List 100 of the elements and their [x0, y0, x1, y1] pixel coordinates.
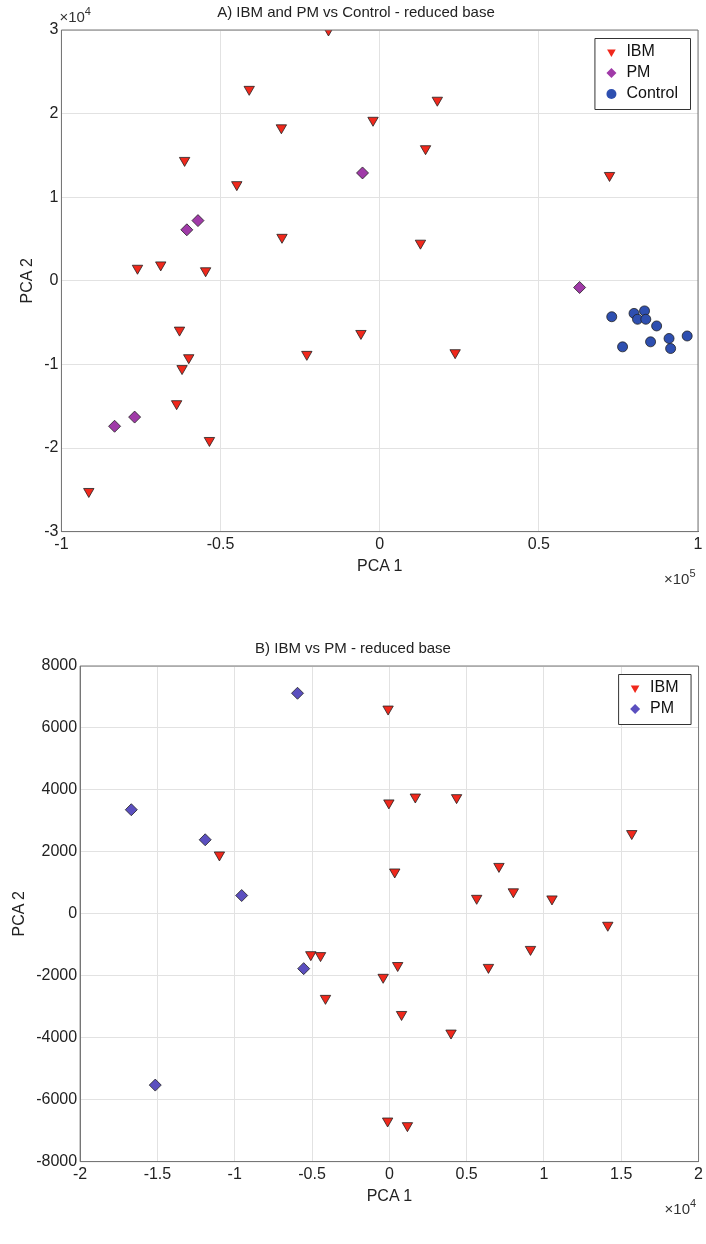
point	[83, 488, 95, 498]
y-tick-label: 3	[49, 20, 59, 38]
y-tick-label: 1	[49, 187, 59, 205]
legend-label: IBM	[650, 678, 679, 696]
y-tick-label: 0	[68, 904, 78, 922]
point	[431, 96, 443, 107]
chart-title: A) IBM and PM vs Control - reduced base	[217, 3, 495, 21]
point	[301, 350, 313, 361]
point	[155, 261, 167, 272]
point	[414, 239, 427, 250]
y-tick-label: -3	[44, 522, 59, 540]
point	[314, 952, 327, 963]
point	[131, 264, 144, 275]
x-axis-title: PCA 1	[366, 1186, 413, 1204]
point	[176, 365, 188, 375]
point	[243, 85, 255, 96]
legend-label: PM	[650, 699, 675, 717]
point	[231, 181, 243, 192]
y-tick-label: -2000	[36, 966, 78, 984]
point	[640, 313, 652, 325]
chart-title: B) IBM vs PM - reduced base	[255, 639, 451, 657]
x-tick-label: -1	[227, 1164, 242, 1182]
point	[602, 921, 614, 932]
y-tick-label: -2	[44, 438, 59, 456]
point	[305, 951, 317, 962]
point	[663, 333, 675, 344]
y-tick-label: 8000	[41, 656, 78, 674]
point	[276, 233, 288, 244]
legend-label: PM	[626, 63, 651, 81]
point	[191, 214, 205, 228]
point	[355, 330, 367, 340]
point	[367, 116, 379, 127]
point	[665, 343, 677, 354]
point	[297, 962, 311, 976]
y-tick-label: 6000	[41, 718, 78, 736]
point	[681, 330, 693, 342]
point	[275, 124, 287, 135]
y-tick-label: -1	[44, 354, 59, 372]
point	[445, 1029, 457, 1040]
point	[179, 157, 191, 167]
point	[524, 946, 537, 956]
point	[419, 145, 432, 156]
point	[651, 320, 663, 332]
point	[183, 354, 195, 365]
point	[471, 894, 483, 905]
y-tick-label: -4000	[36, 1028, 78, 1046]
point	[124, 803, 138, 817]
point	[383, 799, 395, 810]
y-tick-label: 4000	[41, 780, 78, 798]
y-tick-label: -8000	[36, 1152, 78, 1170]
point	[450, 794, 463, 805]
point	[603, 172, 616, 182]
point	[319, 994, 332, 1005]
point	[108, 419, 121, 433]
point	[356, 166, 369, 180]
x-tick-label: 1.5	[610, 1164, 633, 1182]
point	[392, 962, 404, 972]
point	[573, 281, 586, 294]
y-tick-label: 2000	[41, 842, 78, 860]
point	[401, 1122, 414, 1133]
point	[291, 686, 304, 700]
y-tick-label: 2	[49, 104, 59, 122]
y-axis-title: PCA 2	[18, 258, 36, 304]
x-tick-label: 0	[375, 534, 385, 552]
point	[507, 888, 519, 899]
point	[382, 705, 394, 716]
point	[235, 889, 249, 902]
point	[409, 793, 421, 804]
point	[200, 267, 212, 278]
point	[626, 830, 638, 840]
point	[128, 410, 142, 424]
x-tick-label: 2	[694, 1164, 704, 1182]
point	[171, 400, 183, 411]
legend-label: Control	[626, 84, 678, 102]
x-axis-title: PCA 1	[357, 556, 403, 574]
x-tick-label: 1	[539, 1164, 549, 1182]
point	[606, 311, 618, 323]
point	[377, 973, 389, 984]
point	[203, 437, 216, 447]
point	[645, 336, 656, 348]
point	[395, 1011, 408, 1021]
y-tick-label: 0	[49, 271, 59, 289]
point	[180, 223, 194, 237]
point	[213, 851, 226, 862]
point	[546, 895, 558, 906]
point	[382, 1117, 394, 1128]
x-tick-label: 0.5	[527, 534, 551, 552]
y-axis-title: PCA 2	[10, 891, 28, 937]
point	[617, 341, 628, 353]
x-tick-label: 0	[384, 1164, 394, 1182]
point	[198, 833, 212, 847]
point	[449, 349, 461, 360]
point	[148, 1078, 162, 1092]
x-tick-label: -1.5	[143, 1164, 172, 1182]
legend-label: IBM	[626, 42, 655, 60]
x-tick-label: 0.5	[455, 1164, 478, 1182]
point	[482, 963, 495, 974]
x-tick-label: 1	[693, 534, 703, 552]
point	[173, 326, 186, 337]
x-tick-label: -0.5	[298, 1164, 326, 1182]
